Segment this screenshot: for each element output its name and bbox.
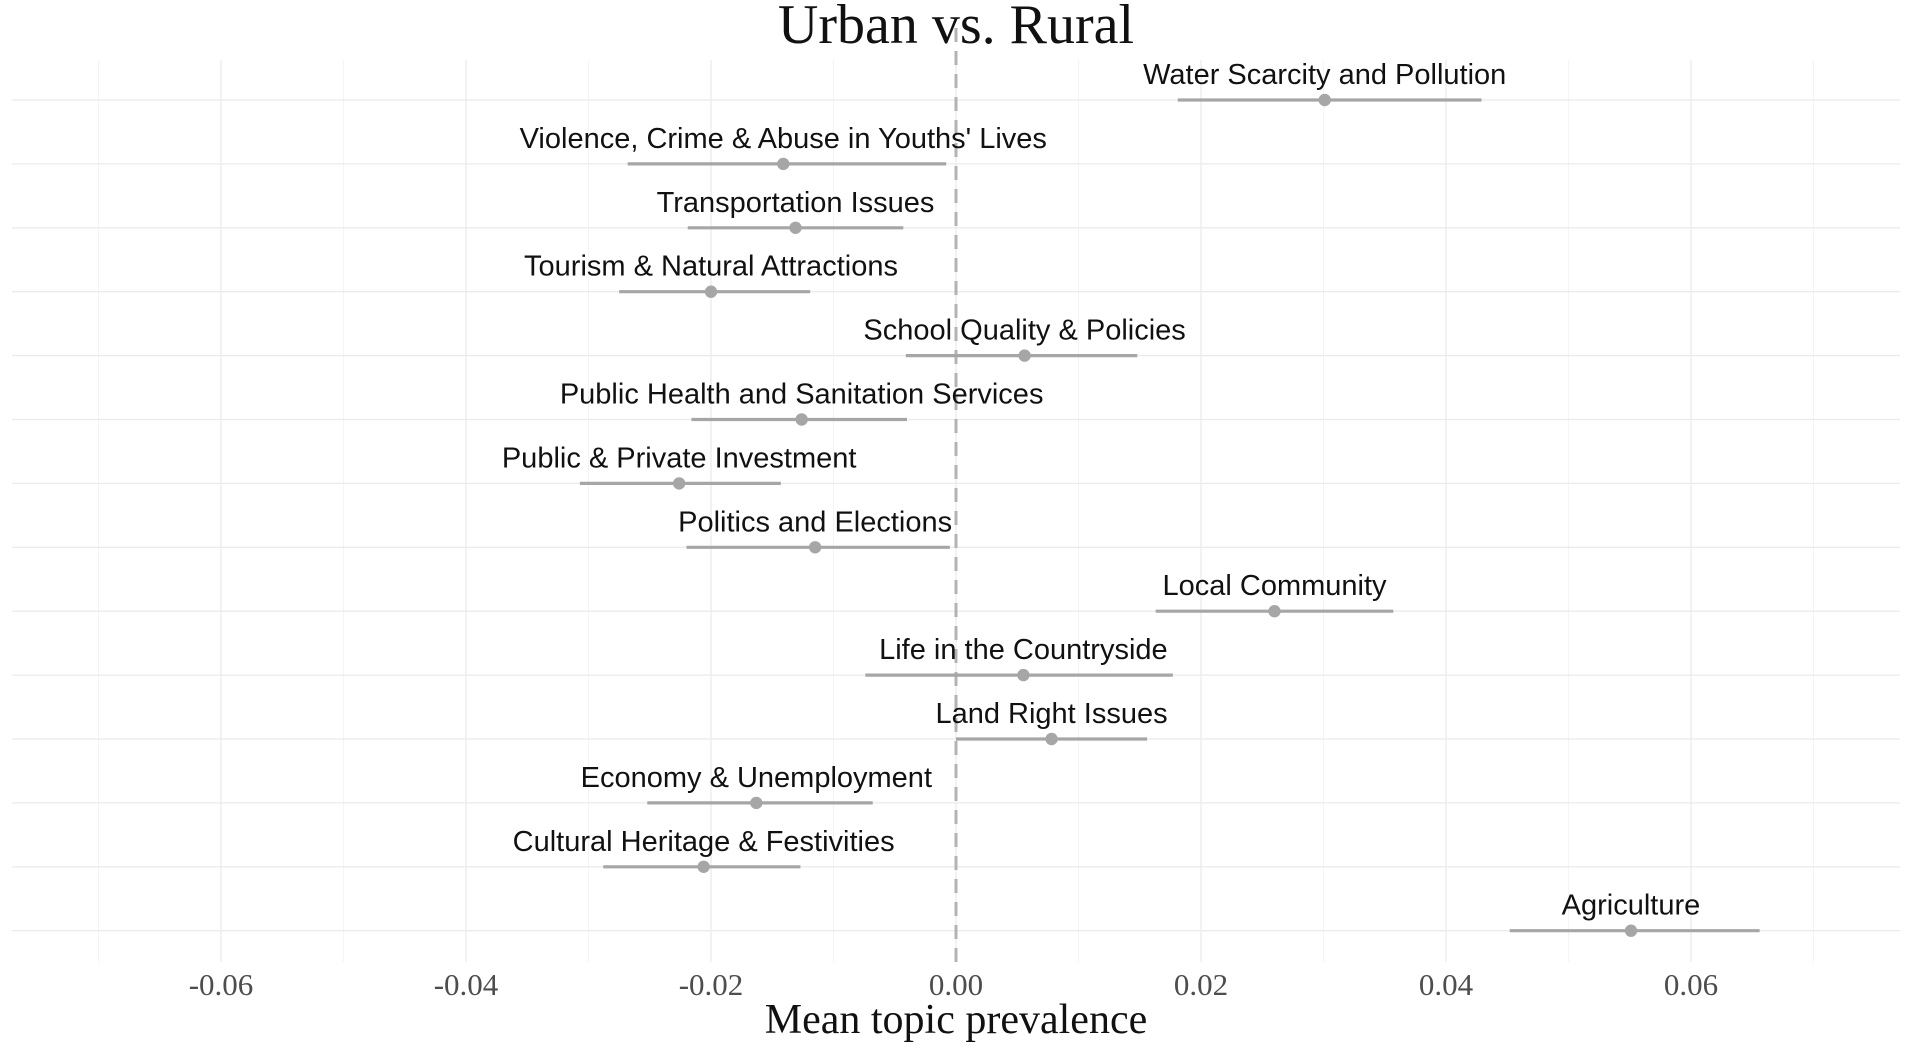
x-axis-ticks: -0.06 -0.04 -0.02 0.00 0.02 0.04 0.06 xyxy=(189,967,1718,1002)
data-point-group: Cultural Heritage & Festivities xyxy=(513,826,895,873)
point-estimate xyxy=(795,413,808,426)
data-point-group: Land Right Issues xyxy=(935,698,1168,746)
point-label: Cultural Heritage & Festivities xyxy=(513,826,895,858)
point-estimate xyxy=(1017,668,1030,682)
x-axis-label: Mean topic prevalence xyxy=(765,997,1147,1043)
point-estimate xyxy=(1018,349,1031,362)
data-marks: Water Scarcity and Pollution Violence, Cr… xyxy=(502,59,1760,937)
point-estimate xyxy=(808,541,822,554)
point-estimate xyxy=(777,157,790,171)
data-point-group: Water Scarcity and Pollution xyxy=(1143,59,1506,107)
point-label: Agriculture xyxy=(1562,890,1701,922)
point-estimate xyxy=(1045,732,1058,746)
data-point-group: Violence, Crime & Abuse in Youths' Lives xyxy=(520,123,1047,171)
point-estimate xyxy=(789,221,802,234)
point-estimate xyxy=(1318,93,1331,107)
x-tick-label: 0.02 xyxy=(1174,967,1228,1002)
x-tick-label: -0.04 xyxy=(434,967,499,1002)
point-estimate xyxy=(1624,924,1638,937)
data-point-group: Transportation Issues xyxy=(657,187,935,234)
data-point-group: Life in the Countryside xyxy=(865,634,1173,682)
point-estimate xyxy=(750,796,763,810)
data-point-group: Tourism & Natural Attractions xyxy=(524,251,898,298)
chart-title: Urban vs. Rural xyxy=(778,0,1134,56)
data-point-group: Economy & Unemployment xyxy=(581,762,932,810)
point-label: Land Right Issues xyxy=(935,698,1167,730)
point-estimate xyxy=(704,285,718,298)
point-label: Transportation Issues xyxy=(657,187,935,219)
point-label: Politics and Elections xyxy=(678,506,952,538)
data-point-group: Public & Private Investment xyxy=(502,442,857,490)
x-tick-label: 0.06 xyxy=(1664,967,1718,1002)
point-estimate xyxy=(697,860,710,873)
data-point-group: Public Health and Sanitation Services xyxy=(560,379,1044,426)
data-point-group: School Quality & Policies xyxy=(863,315,1186,362)
point-estimate xyxy=(672,477,686,490)
x-tick-label: 0.00 xyxy=(929,967,983,1002)
data-point-group: Politics and Elections xyxy=(678,506,952,554)
point-label: Life in the Countryside xyxy=(879,634,1168,666)
point-label: School Quality & Policies xyxy=(863,315,1185,347)
point-label: Violence, Crime & Abuse in Youths' Lives xyxy=(520,123,1047,155)
point-label: Public & Private Investment xyxy=(502,442,857,474)
data-point-group: Local Community xyxy=(1155,570,1394,618)
x-tick-label: -0.06 xyxy=(189,967,254,1002)
point-label: Local Community xyxy=(1162,570,1387,602)
point-label: Tourism & Natural Attractions xyxy=(524,251,898,283)
point-label: Economy & Unemployment xyxy=(581,762,932,794)
point-estimate xyxy=(1268,605,1281,618)
point-label: Public Health and Sanitation Services xyxy=(560,379,1044,411)
x-tick-label: 0.04 xyxy=(1419,967,1474,1002)
x-tick-label: -0.02 xyxy=(679,967,744,1002)
point-label: Water Scarcity and Pollution xyxy=(1143,59,1506,91)
data-point-group: Agriculture xyxy=(1509,890,1760,937)
